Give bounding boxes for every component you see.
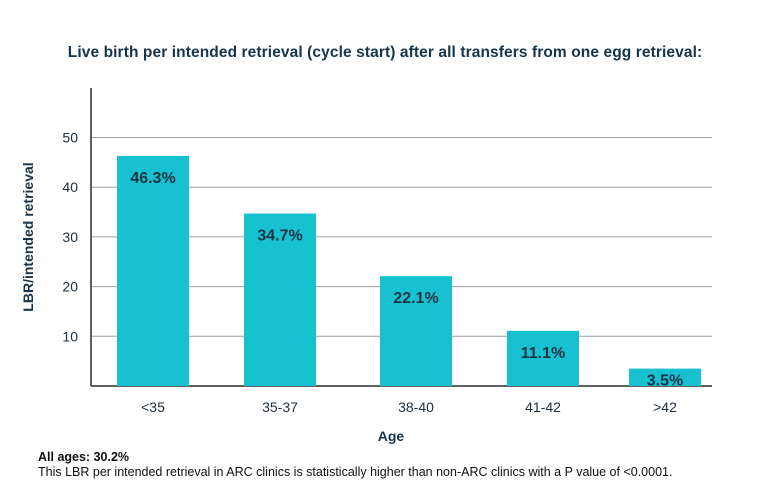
bar-data-label: 3.5%: [647, 373, 683, 390]
x-tick-label: 41-42: [525, 399, 561, 415]
bar: [629, 368, 701, 386]
y-tick-label: 20: [62, 279, 78, 295]
y-axis-title: LBR/intended retrieval: [20, 162, 36, 311]
footnote: All ages: 30.2% This LBR per intended re…: [38, 450, 672, 480]
x-axis-title: Age: [378, 428, 405, 444]
y-tick-label: 50: [62, 130, 78, 146]
x-tick-label: 38-40: [398, 399, 434, 415]
footnote-all-ages: All ages: 30.2%: [38, 450, 130, 464]
y-tick-label: 40: [62, 179, 78, 195]
y-tick-label: 30: [62, 229, 78, 245]
bar: [244, 213, 316, 386]
x-tick-label: 35-37: [262, 399, 298, 415]
bar-data-label: 22.1%: [393, 290, 438, 307]
bar-data-label: 34.7%: [257, 228, 302, 245]
bar: [117, 155, 189, 386]
chart-title: Live birth per intended retrieval (cycle…: [67, 44, 703, 61]
bar: [507, 330, 579, 386]
x-tick-label: <35: [141, 399, 165, 415]
x-tick-label: >42: [653, 399, 677, 415]
y-tick-label: 10: [62, 328, 78, 344]
bar-data-label: 11.1%: [521, 345, 565, 362]
bar: [380, 276, 452, 386]
bar-data-label: 46.3%: [130, 170, 175, 187]
footnote-significance: This LBR per intended retrieval in ARC c…: [38, 465, 673, 479]
